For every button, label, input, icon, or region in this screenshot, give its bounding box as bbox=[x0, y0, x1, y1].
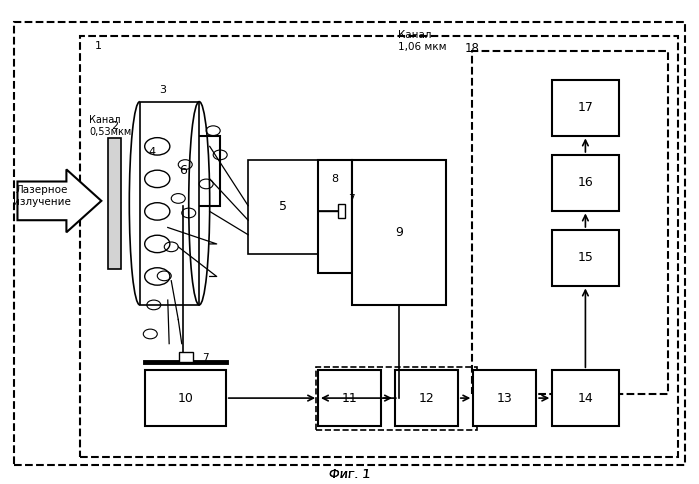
Polygon shape bbox=[17, 169, 101, 232]
Text: Лазерное
излучение: Лазерное излучение bbox=[13, 185, 71, 207]
Text: 7: 7 bbox=[348, 194, 355, 204]
Text: 17: 17 bbox=[577, 101, 593, 114]
Text: 18: 18 bbox=[465, 42, 480, 55]
Text: 14: 14 bbox=[577, 392, 593, 405]
FancyBboxPatch shape bbox=[338, 204, 345, 218]
FancyBboxPatch shape bbox=[395, 370, 458, 426]
Text: 11: 11 bbox=[342, 392, 357, 405]
FancyBboxPatch shape bbox=[552, 155, 619, 211]
FancyBboxPatch shape bbox=[318, 370, 381, 426]
FancyBboxPatch shape bbox=[473, 370, 536, 426]
FancyBboxPatch shape bbox=[179, 352, 193, 362]
FancyBboxPatch shape bbox=[318, 160, 352, 273]
FancyBboxPatch shape bbox=[145, 370, 226, 426]
Text: 9: 9 bbox=[395, 226, 403, 239]
FancyBboxPatch shape bbox=[552, 80, 619, 136]
FancyBboxPatch shape bbox=[552, 230, 619, 286]
Text: 7: 7 bbox=[202, 353, 208, 363]
Text: 16: 16 bbox=[577, 176, 593, 189]
Text: Фиг. 1: Фиг. 1 bbox=[329, 468, 370, 481]
Text: Фиг. 1: Фиг. 1 bbox=[329, 468, 370, 481]
Text: 3: 3 bbox=[159, 85, 166, 94]
Text: 5: 5 bbox=[279, 200, 287, 213]
FancyBboxPatch shape bbox=[140, 102, 199, 305]
FancyBboxPatch shape bbox=[147, 136, 220, 206]
FancyBboxPatch shape bbox=[108, 138, 121, 269]
Text: 13: 13 bbox=[497, 392, 512, 405]
FancyBboxPatch shape bbox=[248, 160, 318, 254]
Text: 12: 12 bbox=[419, 392, 434, 405]
Text: 10: 10 bbox=[178, 392, 194, 405]
FancyBboxPatch shape bbox=[352, 160, 446, 305]
FancyBboxPatch shape bbox=[552, 370, 619, 426]
Text: 15: 15 bbox=[577, 251, 593, 264]
Text: 1: 1 bbox=[94, 41, 101, 51]
Text: 6: 6 bbox=[180, 164, 187, 177]
Text: 4: 4 bbox=[149, 148, 156, 157]
Text: Канал
1,06 мкм: Канал 1,06 мкм bbox=[398, 30, 447, 52]
Text: 2: 2 bbox=[111, 121, 118, 131]
Text: 8: 8 bbox=[331, 174, 338, 184]
Text: Канал
0,53мкм: Канал 0,53мкм bbox=[89, 115, 131, 136]
